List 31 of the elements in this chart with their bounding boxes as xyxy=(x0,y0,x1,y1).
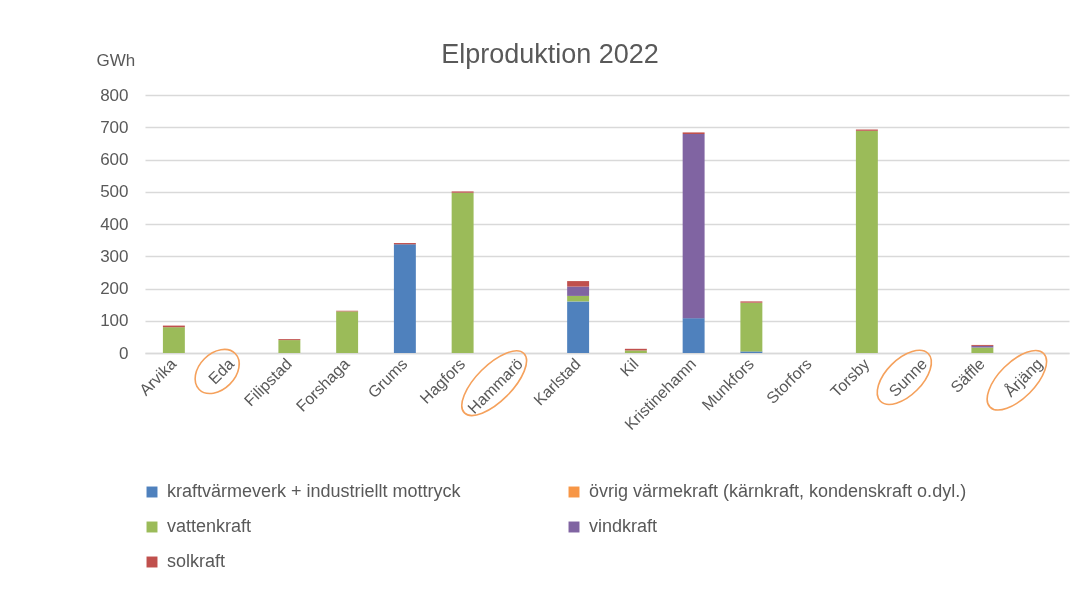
bar xyxy=(682,318,705,353)
chart-title: Elproduktion 2022 xyxy=(441,39,659,69)
y-tick-label: 600 xyxy=(100,150,129,169)
y-tick-label: 800 xyxy=(100,85,129,105)
y-tick-label: 100 xyxy=(100,311,129,331)
bar xyxy=(567,286,590,296)
legend-label: övrig värmekraft (kärnkraft, kondenskraft o.dyl.) xyxy=(589,481,967,501)
y-tick-label: 500 xyxy=(100,182,129,202)
bar xyxy=(971,347,994,353)
legend-label: vattenkraft xyxy=(167,516,252,536)
bar xyxy=(740,302,763,352)
bar xyxy=(451,192,474,353)
bar xyxy=(567,301,590,353)
y-tick-label: 0 xyxy=(119,343,129,363)
bar xyxy=(162,327,185,353)
legend-label: solkraft xyxy=(167,551,226,571)
x-tick-label: Eda xyxy=(205,355,238,388)
y-tick-label: 700 xyxy=(100,117,129,137)
bar xyxy=(278,340,301,353)
bar xyxy=(567,295,590,302)
y-tick-label: 200 xyxy=(100,279,129,298)
bar xyxy=(855,130,878,353)
bar xyxy=(336,311,359,353)
legend-label: kraftvärmeverk + industriellt mottryck xyxy=(167,481,462,501)
legend-label: vindkraft xyxy=(589,516,658,536)
y-tick-label: 400 xyxy=(100,214,129,234)
bar xyxy=(567,281,590,287)
bar xyxy=(682,134,705,319)
y-axis-title: GWh xyxy=(96,50,136,70)
bar xyxy=(393,244,416,353)
y-tick-label: 300 xyxy=(100,246,129,266)
